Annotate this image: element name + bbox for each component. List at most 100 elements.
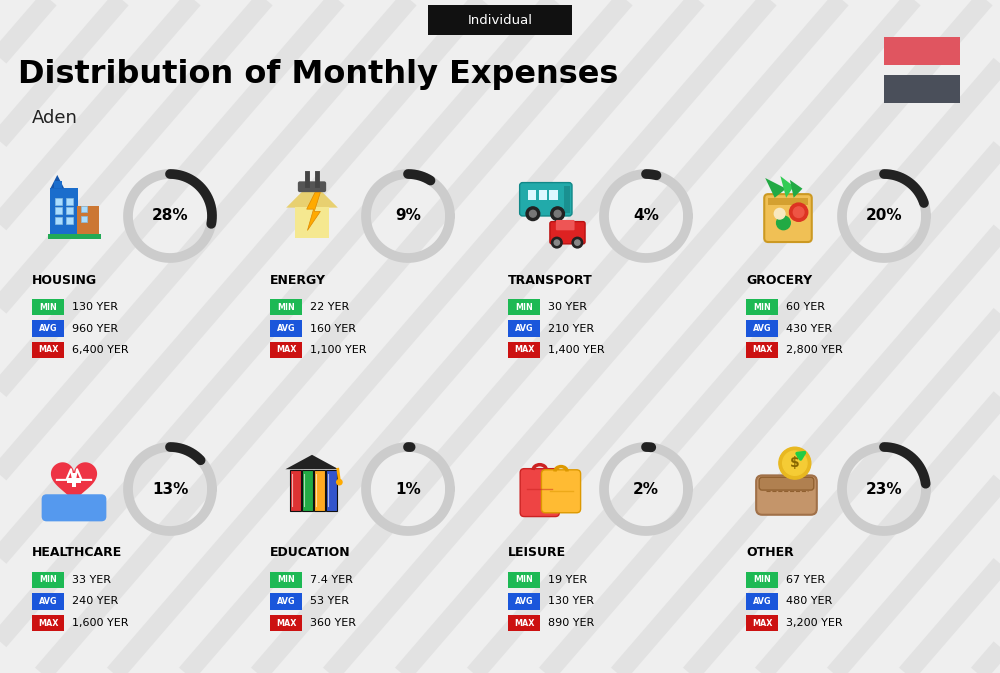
FancyBboxPatch shape [32,614,64,631]
FancyBboxPatch shape [298,181,326,192]
Text: 22 YER: 22 YER [310,302,349,312]
Polygon shape [790,180,802,198]
Text: MIN: MIN [515,575,533,584]
Text: 130 YER: 130 YER [72,302,118,312]
Bar [66,217,73,223]
Text: MAX: MAX [514,618,534,627]
FancyBboxPatch shape [764,194,812,242]
Text: AVG: AVG [753,597,771,606]
Text: 4%: 4% [633,209,659,223]
Text: 7.4 YER: 7.4 YER [310,575,353,585]
FancyBboxPatch shape [884,37,960,65]
Text: 6,400 YER: 6,400 YER [72,345,129,355]
Circle shape [337,479,342,485]
Bar [66,207,73,214]
Circle shape [783,451,807,475]
Text: MIN: MIN [277,575,295,584]
FancyBboxPatch shape [508,571,540,588]
Text: MAX: MAX [38,345,58,355]
Text: 3,200 YER: 3,200 YER [786,618,843,628]
Text: TRANSPORT: TRANSPORT [508,273,593,287]
FancyBboxPatch shape [32,571,64,588]
Text: 2,800 YER: 2,800 YER [786,345,843,355]
FancyBboxPatch shape [520,182,572,216]
FancyBboxPatch shape [550,221,585,244]
Text: 1,100 YER: 1,100 YER [310,345,366,355]
Text: AVG: AVG [515,597,533,606]
Bar [55,217,62,223]
FancyBboxPatch shape [54,180,62,188]
Text: ENERGY: ENERGY [270,273,326,287]
FancyBboxPatch shape [508,593,540,610]
Text: 23%: 23% [866,481,902,497]
Text: 20%: 20% [866,209,902,223]
Text: 13%: 13% [152,481,188,497]
Text: 67 YER: 67 YER [786,575,825,585]
FancyBboxPatch shape [270,342,302,358]
Text: 19 YER: 19 YER [548,575,587,585]
Text: Aden: Aden [32,109,78,127]
Polygon shape [286,182,338,208]
Text: 160 YER: 160 YER [310,324,356,334]
FancyBboxPatch shape [270,320,302,336]
Circle shape [774,209,785,219]
Polygon shape [780,176,794,198]
FancyBboxPatch shape [295,207,329,238]
FancyBboxPatch shape [746,342,778,358]
Bar [66,198,73,205]
Text: 28%: 28% [152,209,188,223]
Text: MIN: MIN [277,302,295,312]
FancyBboxPatch shape [32,299,64,315]
Text: 210 YER: 210 YER [548,324,594,334]
Text: MIN: MIN [753,575,771,584]
FancyBboxPatch shape [428,5,572,35]
FancyBboxPatch shape [270,593,302,610]
Circle shape [529,210,536,217]
Text: MAX: MAX [752,618,772,627]
Text: Individual: Individual [468,13,532,26]
FancyBboxPatch shape [326,470,337,511]
FancyBboxPatch shape [746,614,778,631]
FancyBboxPatch shape [508,342,540,358]
Text: 360 YER: 360 YER [310,618,356,628]
Text: AVG: AVG [515,324,533,333]
FancyBboxPatch shape [508,614,540,631]
FancyBboxPatch shape [62,507,73,518]
Circle shape [554,240,559,245]
FancyBboxPatch shape [50,188,78,237]
Text: LEISURE: LEISURE [508,546,566,559]
FancyBboxPatch shape [768,198,808,205]
FancyBboxPatch shape [541,470,581,513]
FancyBboxPatch shape [82,507,92,518]
Text: EDUCATION: EDUCATION [270,546,351,559]
Text: 33 YER: 33 YER [72,575,111,585]
Text: MIN: MIN [753,302,771,312]
FancyBboxPatch shape [32,342,64,358]
Bar [55,198,62,205]
FancyBboxPatch shape [305,461,319,469]
Circle shape [554,210,561,217]
Circle shape [777,216,790,229]
Text: OTHER: OTHER [746,546,794,559]
Bar [81,215,87,221]
Bar [55,207,62,214]
FancyBboxPatch shape [539,190,547,200]
FancyBboxPatch shape [270,571,302,588]
Text: 1,600 YER: 1,600 YER [72,618,128,628]
FancyBboxPatch shape [756,475,817,515]
Text: 480 YER: 480 YER [786,596,832,606]
FancyBboxPatch shape [314,470,325,511]
Polygon shape [51,462,97,504]
Text: $: $ [790,456,800,470]
Text: MAX: MAX [752,345,772,355]
FancyBboxPatch shape [270,614,302,631]
Text: 430 YER: 430 YER [786,324,832,334]
FancyBboxPatch shape [508,299,540,315]
Text: Distribution of Monthly Expenses: Distribution of Monthly Expenses [18,59,618,90]
Polygon shape [765,178,786,198]
Text: HOUSING: HOUSING [32,273,97,287]
FancyBboxPatch shape [77,207,99,237]
Text: AVG: AVG [277,324,295,333]
FancyBboxPatch shape [556,220,575,230]
FancyBboxPatch shape [32,593,64,610]
